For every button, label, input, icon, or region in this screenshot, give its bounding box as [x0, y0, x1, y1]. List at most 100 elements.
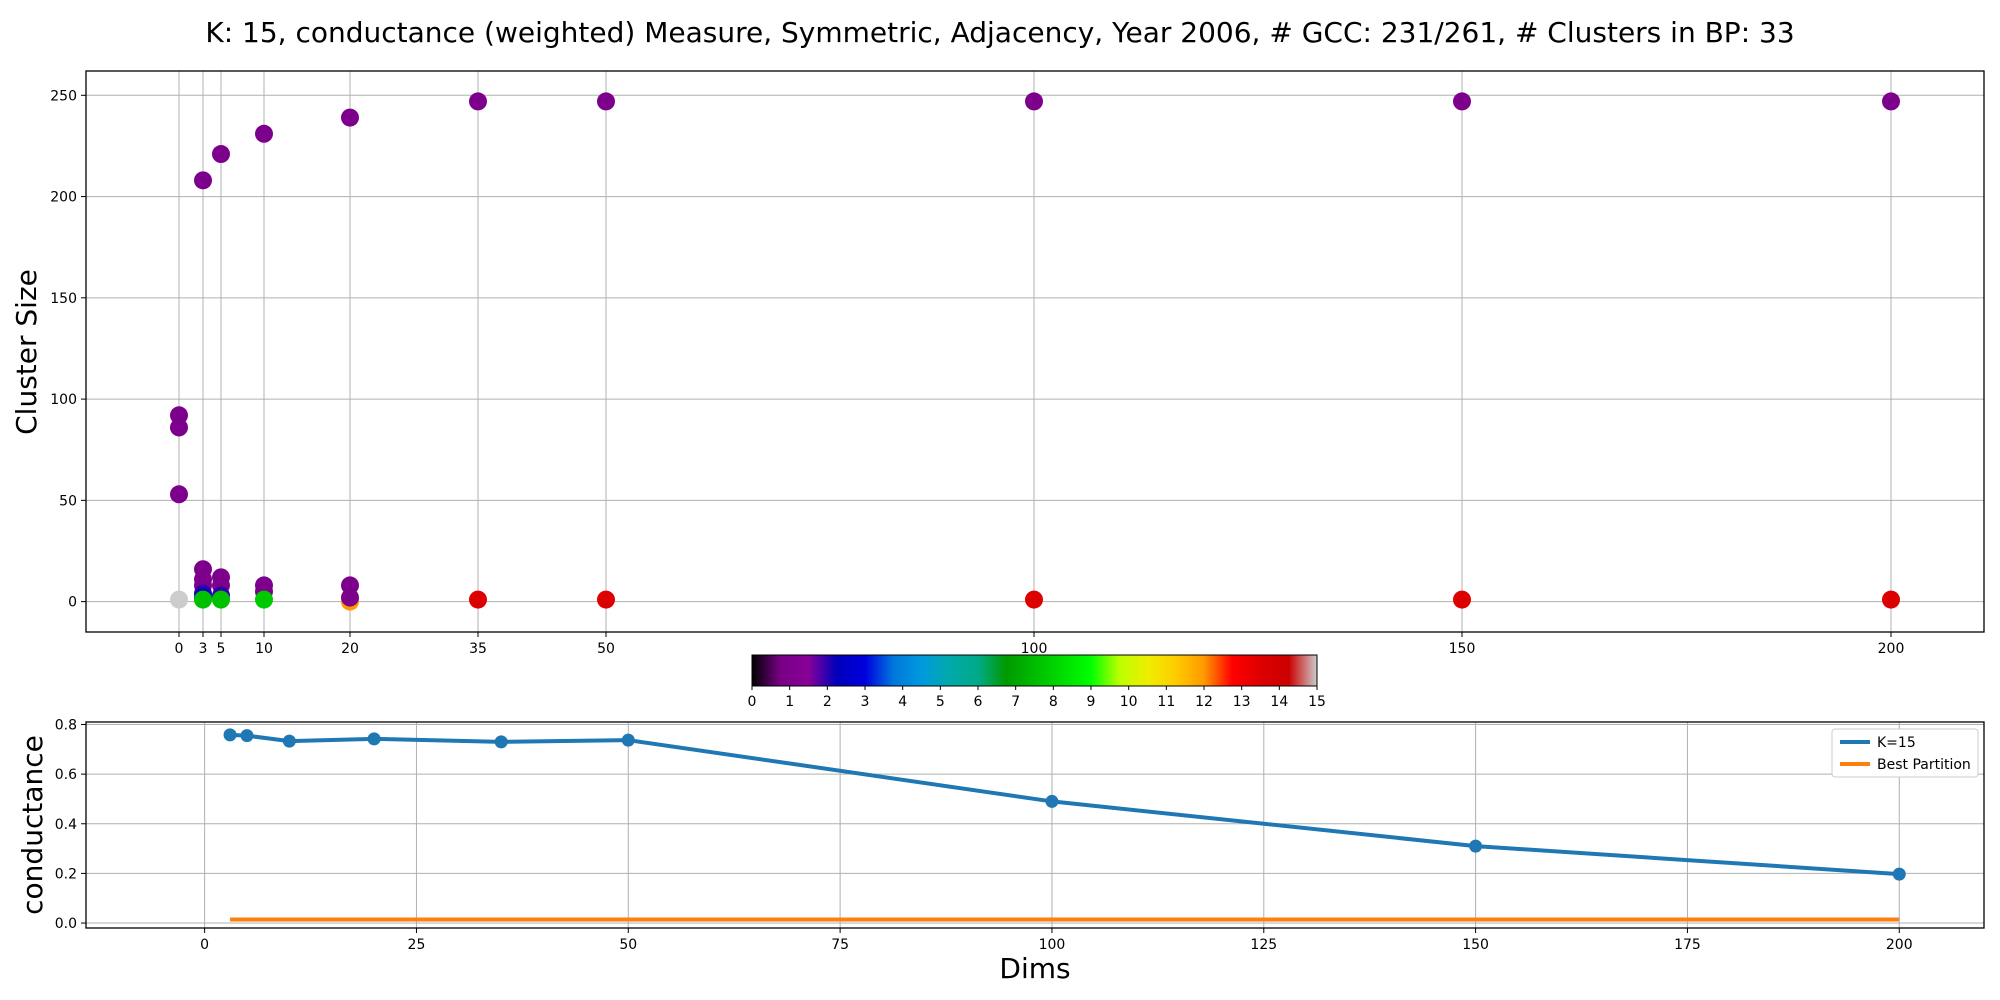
colorbar-tick-label: 7 — [1011, 694, 1020, 710]
top-y-tick-label: 50 — [59, 493, 77, 509]
top-y-tick-label: 0 — [68, 595, 77, 611]
colorbar-tick-label: 4 — [898, 694, 907, 710]
colorbar-tick-label: 10 — [1120, 694, 1138, 710]
scatter-point — [1453, 92, 1471, 111]
scatter-point — [212, 590, 230, 609]
colorbar-tick-label: 1 — [785, 694, 794, 710]
bottom-x-tick-label: 0 — [200, 937, 209, 953]
bottom-y-axis-label: conductance — [16, 735, 49, 915]
top-x-tick-label: 5 — [217, 641, 226, 657]
colorbar-tick-label: 8 — [1049, 694, 1058, 710]
bottom-y-tick-label: 0.6 — [55, 767, 77, 783]
scatter-point — [194, 590, 212, 609]
scatter-point — [341, 588, 359, 607]
series-marker — [621, 733, 635, 747]
conductance-line-panel: 0 25 50 75 100 125 150 175 200 0.0 0.2 0.4 0.6 0.8 D… — [16, 717, 1985, 985]
colorbar-tick-label: 15 — [1308, 694, 1326, 710]
top-y-axis-label: Cluster Size — [10, 269, 43, 435]
colorbar-tick-label: 2 — [823, 694, 832, 710]
scatter-point — [469, 92, 487, 111]
top-x-tick-label: 35 — [469, 641, 487, 657]
scatter-point — [1025, 590, 1043, 609]
bottom-x-ticks: 0 25 50 75 100 125 150 175 200 — [200, 928, 1913, 953]
scatter-point — [170, 418, 188, 437]
bottom-x-tick-label: 50 — [619, 937, 637, 953]
series-marker — [223, 728, 237, 742]
legend-label-k15: K=15 — [1877, 735, 1916, 751]
series-marker — [1045, 794, 1059, 808]
scatter-point — [194, 171, 212, 190]
bottom-x-tick-label: 125 — [1250, 937, 1277, 953]
series-marker — [240, 729, 254, 743]
top-x-tick-label: 150 — [1449, 641, 1476, 657]
bottom-x-tick-label: 25 — [408, 937, 426, 953]
bottom-y-tick-label: 0.2 — [55, 866, 77, 882]
series-marker — [494, 735, 508, 749]
chart-title: K: 15, conductance (weighted) Measure, S… — [205, 16, 1794, 49]
top-gridlines — [86, 71, 1984, 632]
colorbar-ticks: 0 1 2 3 4 5 6 7 8 9 10 11 12 13 14 15 — [748, 686, 1326, 710]
series-marker — [282, 734, 296, 748]
top-x-tick-label: 50 — [597, 641, 615, 657]
top-x-ticks: 0 3 5 10 20 35 50 100 150 200 — [175, 632, 1905, 657]
scatter-point — [469, 590, 487, 609]
bottom-series — [223, 728, 1906, 922]
bottom-x-tick-label: 150 — [1462, 937, 1489, 953]
colorbar-tick-label: 0 — [748, 694, 757, 710]
top-x-tick-label: 3 — [199, 641, 208, 657]
scatter-point — [255, 124, 273, 143]
bottom-x-tick-label: 100 — [1039, 937, 1066, 953]
scatter-point — [597, 590, 615, 609]
bottom-y-tick-label: 0.4 — [55, 817, 77, 833]
colorbar-tick-label: 5 — [936, 694, 945, 710]
series-marker — [1892, 867, 1906, 881]
scatter-point — [1882, 92, 1900, 111]
top-x-tick-label: 10 — [255, 641, 273, 657]
colorbar-tick-label: 13 — [1233, 694, 1251, 710]
series-marker — [1469, 839, 1483, 853]
top-x-tick-label: 20 — [341, 641, 359, 657]
colorbar-tick-label: 6 — [974, 694, 983, 710]
bottom-x-tick-label: 200 — [1886, 937, 1913, 953]
top-axes-frame — [85, 70, 1985, 633]
top-y-tick-label: 200 — [50, 190, 77, 206]
series-marker — [367, 732, 381, 746]
bottom-y-ticks: 0.0 0.2 0.4 0.6 0.8 — [55, 717, 86, 932]
bottom-gridlines — [86, 722, 1984, 928]
top-y-tick-label: 100 — [50, 392, 77, 408]
bottom-y-tick-label: 0.8 — [55, 717, 77, 733]
colorbar-tick-label: 9 — [1087, 694, 1096, 710]
colorbar-tick-label: 3 — [861, 694, 870, 710]
top-x-tick-label: 100 — [1021, 641, 1048, 657]
bottom-x-axis-label: Dims — [999, 952, 1070, 985]
scatter-point — [1025, 92, 1043, 111]
scatter-point — [1453, 590, 1471, 609]
scatter-point — [255, 590, 273, 609]
top-y-ticks: 0 50 100 150 200 250 — [50, 88, 86, 611]
scatter-point — [170, 590, 188, 609]
bottom-x-tick-label: 175 — [1674, 937, 1701, 953]
bottom-axes-frame — [85, 721, 1985, 929]
bottom-x-tick-label: 75 — [831, 937, 849, 953]
top-y-tick-label: 250 — [50, 88, 77, 104]
colorbar-tick-label: 11 — [1157, 694, 1175, 710]
series-line-k15 — [229, 732, 1900, 877]
scatter-point — [597, 92, 615, 111]
top-scatter-points — [170, 92, 1900, 611]
scatter-point — [341, 108, 359, 127]
scatter-point — [212, 145, 230, 164]
colorbar-tick-label: 12 — [1195, 694, 1213, 710]
legend: K=15 Best Partition — [1831, 728, 1979, 778]
colorbar-tick-label: 14 — [1270, 694, 1288, 710]
top-x-tick-label: 0 — [175, 641, 184, 657]
bottom-y-tick-label: 0.0 — [55, 916, 77, 932]
top-y-tick-label: 150 — [50, 291, 77, 307]
scatter-point — [1882, 590, 1900, 609]
top-x-tick-label: 200 — [1878, 641, 1905, 657]
colorbar-gradient — [751, 654, 1318, 687]
colorbar: 0 1 2 3 4 5 6 7 8 9 10 11 12 13 14 15 — [748, 654, 1326, 710]
scatter-point — [170, 485, 188, 504]
legend-label-best-partition: Best Partition — [1877, 757, 1971, 773]
